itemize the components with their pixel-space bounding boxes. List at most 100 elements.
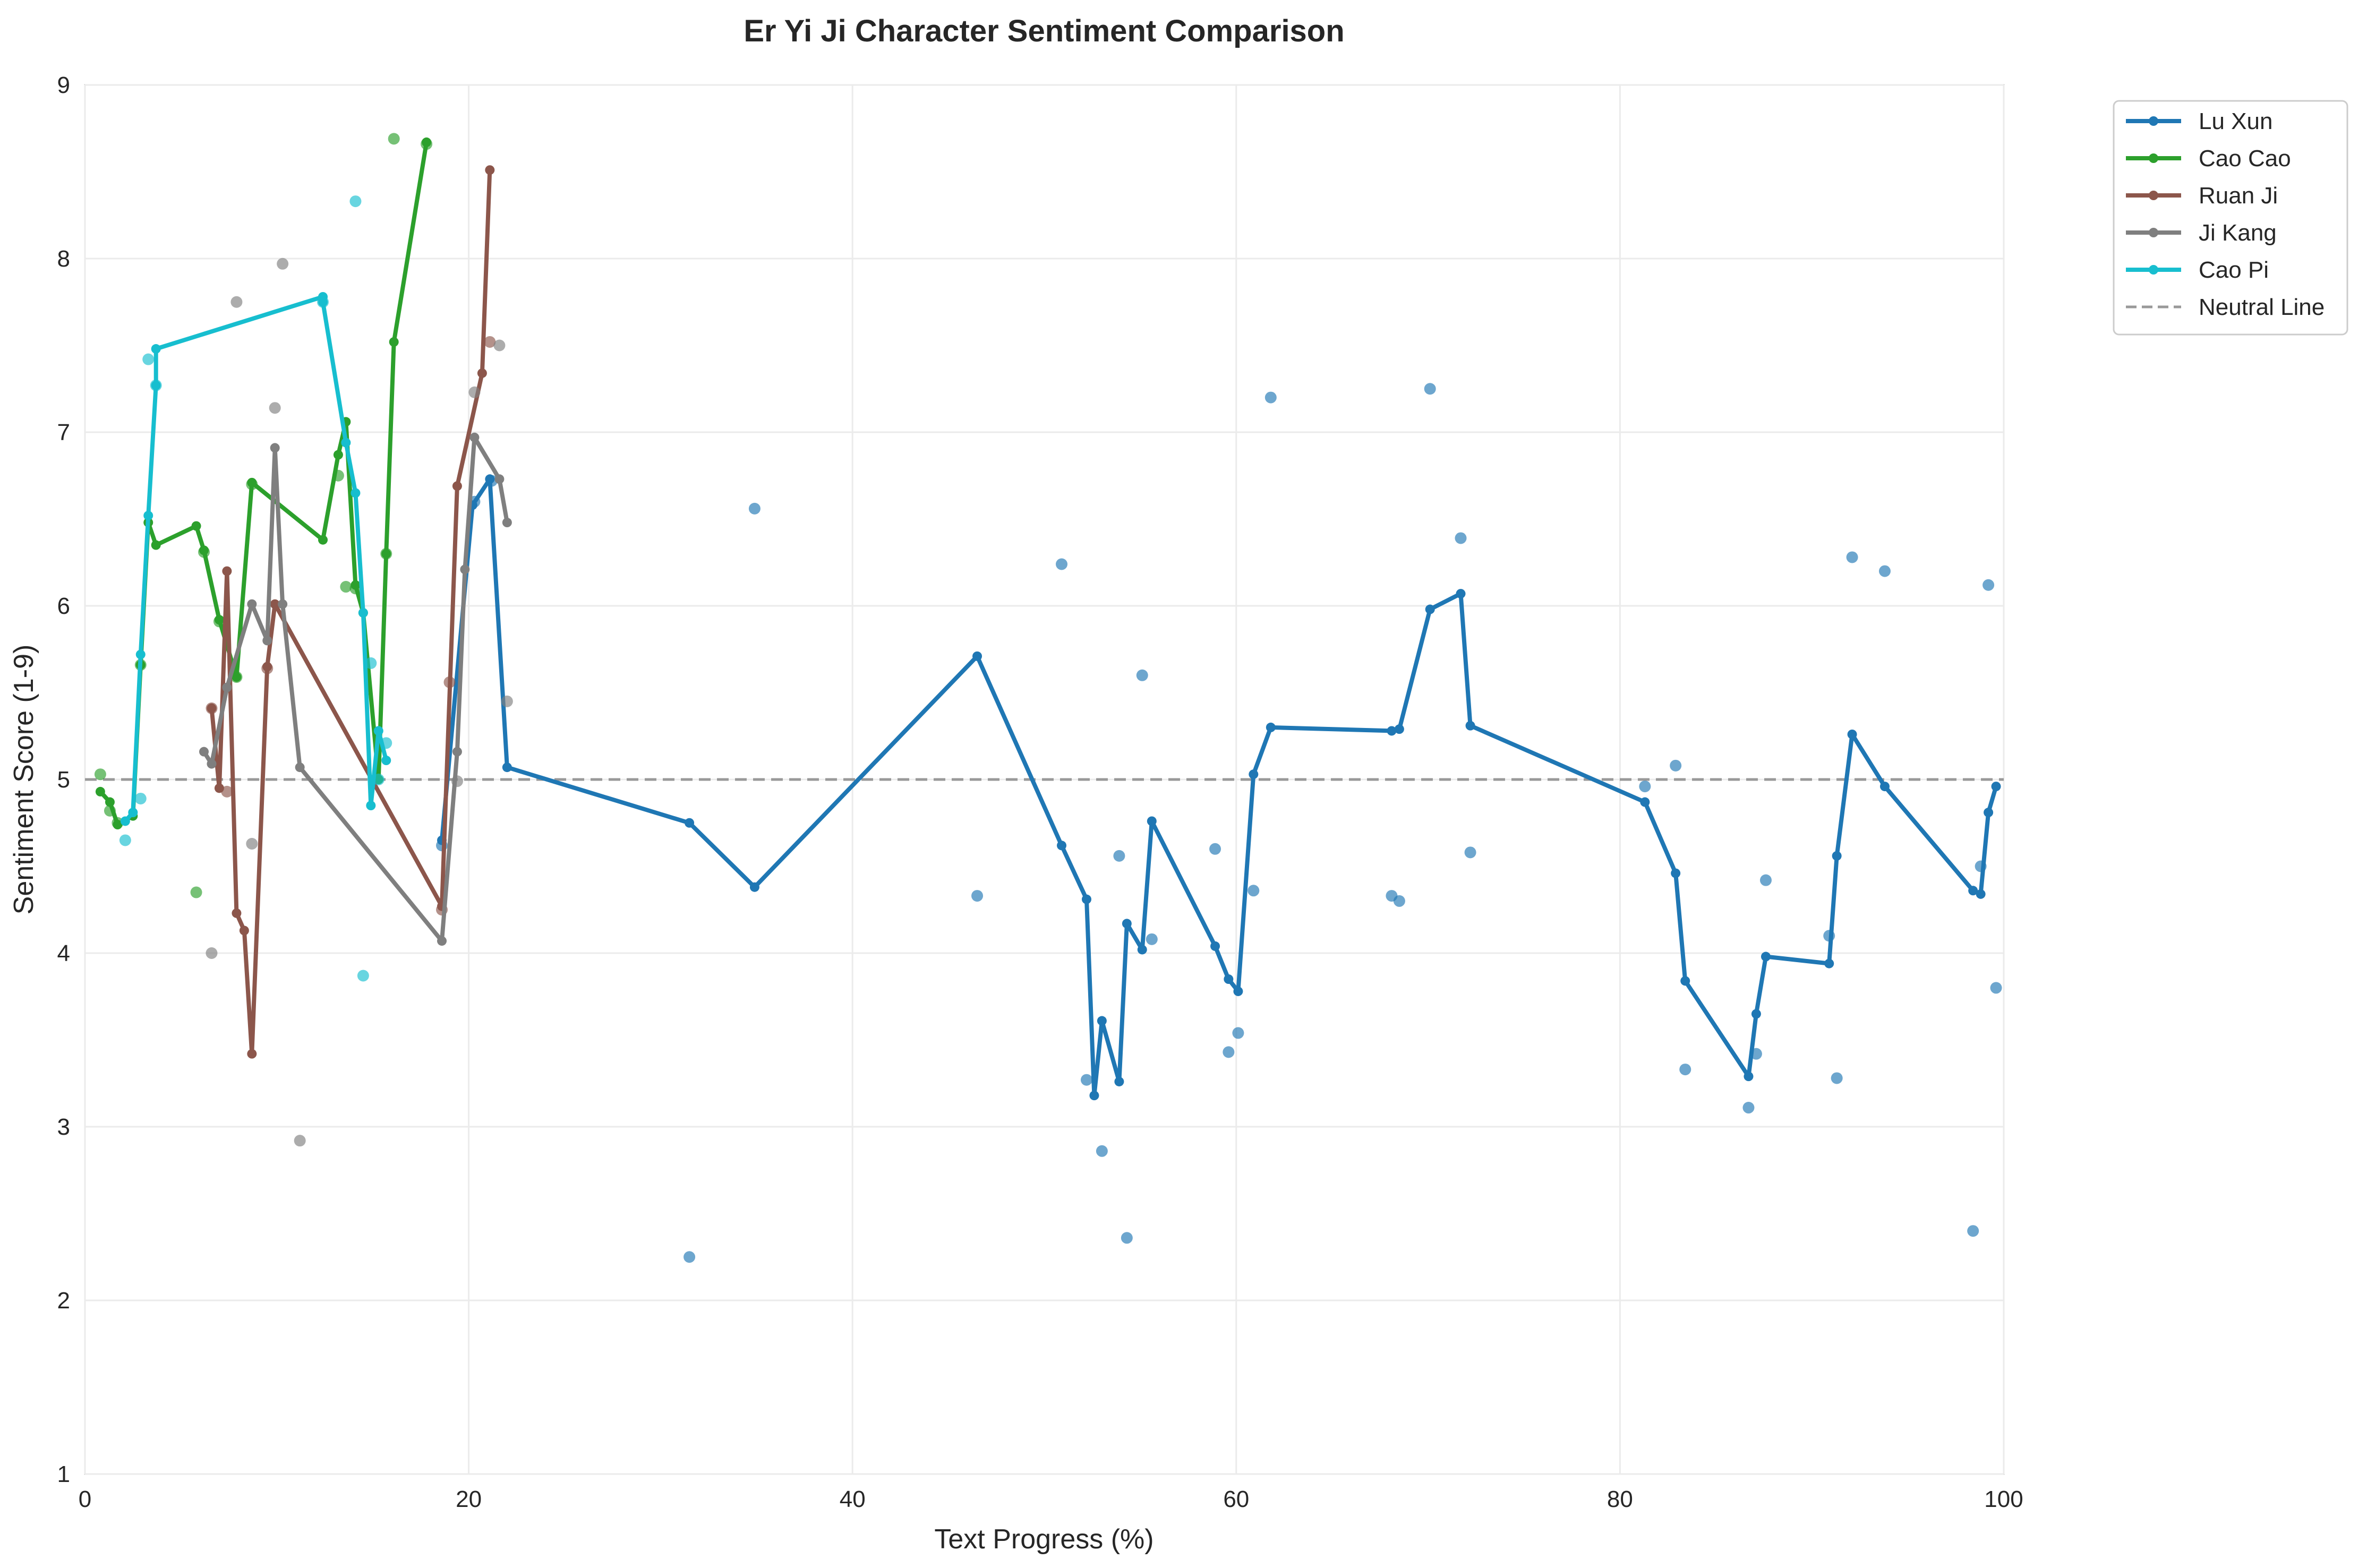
legend-item: Ruan Ji — [2126, 183, 2278, 209]
series-ji-kang — [199, 258, 513, 1147]
line-marker — [214, 615, 224, 625]
line-marker — [214, 783, 224, 793]
line-marker — [1147, 816, 1157, 826]
line-marker — [381, 549, 391, 559]
scatter-point — [1983, 579, 1995, 591]
scatter-point — [221, 785, 233, 798]
legend-label: Lu Xun — [2199, 108, 2272, 134]
scatter-point — [134, 792, 147, 804]
legend-marker — [2149, 228, 2158, 237]
line-marker — [247, 477, 257, 487]
legend-marker — [2149, 153, 2158, 163]
scatter-point — [1096, 1145, 1108, 1157]
x-tick-label: 0 — [79, 1486, 91, 1512]
scatter-point — [1846, 551, 1858, 563]
line-marker — [262, 662, 272, 672]
scatter-point — [340, 581, 352, 593]
scatter-point — [1831, 1072, 1843, 1084]
axis-ticks: 0 20 40 60 80 100 1 2 3 4 5 6 7 8 9 — [57, 72, 2023, 1512]
legend: Lu Xun Cao Cao Ruan Ji Ji Kang Cao Pi Neutral… — [2113, 100, 2348, 336]
series-lu-xun — [436, 383, 2002, 1263]
line-marker — [1680, 976, 1690, 986]
line-marker — [485, 474, 495, 484]
scatter-point — [1990, 982, 2002, 994]
line-marker — [120, 816, 130, 826]
data-series — [94, 133, 2002, 1263]
line-marker — [151, 540, 161, 550]
scatter-point — [277, 258, 289, 270]
scatter-point — [1121, 1232, 1133, 1244]
scatter-point — [1639, 781, 1651, 793]
scatter-point — [1113, 850, 1125, 862]
line-marker — [191, 521, 201, 531]
scatter-point — [501, 695, 513, 707]
line-marker — [199, 747, 209, 757]
scatter-point — [1742, 1102, 1755, 1114]
line-marker — [1671, 868, 1681, 878]
legend-label: Ji Kang — [2199, 220, 2277, 246]
x-axis-label: Text Progress (%) — [934, 1524, 1153, 1555]
line-marker — [485, 165, 495, 175]
scatter-point — [1967, 1225, 1979, 1237]
scatter-point — [1223, 1046, 1235, 1058]
scatter-point — [1080, 1074, 1092, 1086]
line-marker — [477, 368, 487, 378]
line-marker — [1879, 782, 1890, 792]
y-tick-label: 8 — [57, 246, 70, 272]
line-marker — [333, 450, 343, 460]
y-tick-label: 5 — [57, 767, 70, 793]
line-marker — [1081, 894, 1091, 904]
scatter-point — [1232, 1027, 1244, 1039]
legend-marker — [2149, 191, 2158, 200]
line-marker — [1761, 952, 1771, 962]
chart-title: Er Yi Ji Character Sentiment Comparison — [744, 14, 1344, 48]
line-marker — [1751, 1009, 1761, 1019]
legend-item: Cao Pi — [2126, 257, 2269, 283]
y-axis-label: Sentiment Score (1-9) — [8, 645, 39, 915]
y-tick-label: 6 — [57, 593, 70, 619]
x-tick-label: 40 — [840, 1486, 866, 1512]
legend-item: Neutral Line — [2126, 294, 2325, 320]
line-marker — [232, 672, 242, 682]
line-marker — [502, 762, 512, 773]
line-marker — [389, 337, 399, 347]
scatter-point — [1264, 391, 1277, 404]
line-marker — [1089, 1091, 1099, 1101]
line-marker — [469, 432, 480, 442]
line-marker — [151, 380, 161, 390]
line-marker — [452, 481, 462, 491]
line-marker — [318, 297, 328, 307]
legend-label: Cao Pi — [2199, 257, 2269, 283]
line-marker — [1465, 721, 1475, 731]
scatter-point — [971, 890, 984, 902]
line-marker — [1122, 919, 1132, 929]
series-line — [202, 435, 509, 944]
legend-item: Ji Kang — [2126, 220, 2277, 246]
line-marker — [373, 726, 383, 736]
line-marker — [1249, 769, 1259, 779]
line-marker — [1114, 1076, 1124, 1086]
line-marker — [452, 747, 462, 757]
scatter-point — [484, 336, 496, 348]
line-marker — [1097, 1016, 1107, 1026]
y-tick-label: 4 — [57, 940, 70, 966]
y-tick-label: 1 — [57, 1461, 70, 1487]
line-marker — [222, 566, 232, 576]
scatter-point — [493, 339, 506, 352]
scatter-point — [1464, 846, 1476, 859]
line-marker — [151, 344, 161, 354]
scatter-point — [365, 657, 377, 669]
line-marker — [135, 649, 146, 659]
line-marker — [341, 438, 351, 448]
line-marker — [232, 908, 242, 918]
legend-label: Neutral Line — [2199, 294, 2325, 320]
scatter-point — [190, 886, 202, 898]
line-marker — [270, 443, 280, 453]
line-marker — [1824, 958, 1834, 969]
line-marker — [749, 882, 759, 892]
line-marker — [95, 786, 105, 796]
scatter-point — [1393, 895, 1405, 907]
line-marker — [437, 936, 447, 946]
scatter-point — [468, 386, 481, 398]
line-marker — [1744, 1072, 1754, 1082]
